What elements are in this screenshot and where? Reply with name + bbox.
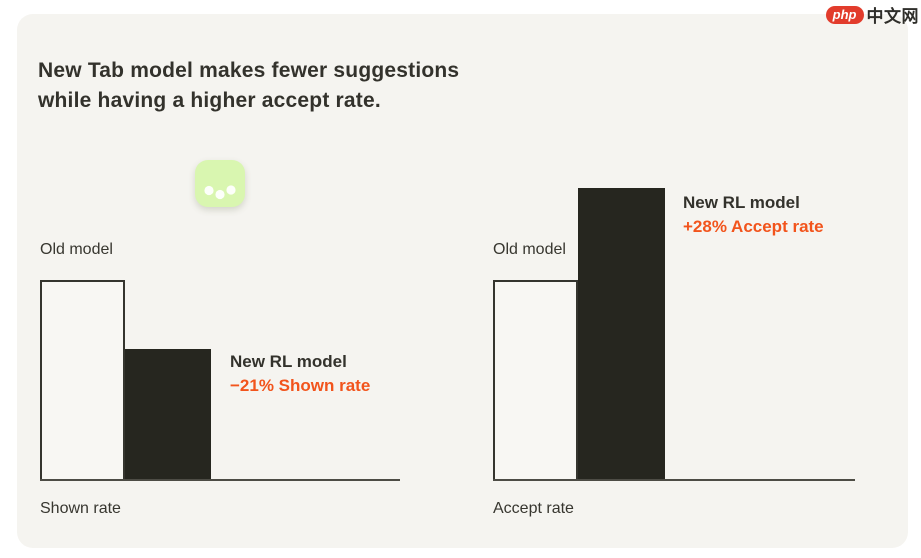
shown-annotation-delta: −21% Shown rate — [230, 376, 371, 395]
three-dots-wave-glyph — [204, 185, 236, 200]
shown-new-model-bar — [125, 349, 211, 481]
title-line-2: while having a higher accept rate. — [38, 89, 381, 112]
accept-annotation: New RL model +28% Accept rate — [683, 191, 824, 239]
accept-old-model-label: Old model — [493, 241, 566, 258]
accept-old-model-bar — [493, 280, 578, 481]
accept-annotation-delta: +28% Accept rate — [683, 217, 824, 236]
accept-new-model-bar — [578, 188, 665, 481]
shown-old-model-bar — [40, 280, 125, 481]
watermark: php 中文网 — [825, 2, 919, 27]
shown-old-model-label: Old model — [40, 241, 113, 258]
chart-card: New Tab model makes fewer suggestions wh… — [17, 14, 908, 548]
shown-axis-baseline — [40, 479, 400, 481]
accept-metric-label: Accept rate — [493, 500, 574, 517]
tab-suggestion-dots-icon — [195, 160, 245, 207]
shown-annotation-model: New RL model — [230, 352, 347, 371]
accept-axis-baseline — [493, 479, 855, 481]
card-title: New Tab model makes fewer suggestions wh… — [38, 56, 459, 116]
shown-annotation: New RL model −21% Shown rate — [230, 350, 370, 398]
watermark-site-name: 中文网 — [866, 7, 919, 26]
title-line-1: New Tab model makes fewer suggestions — [38, 59, 460, 82]
accept-annotation-model: New RL model — [683, 193, 800, 212]
shown-metric-label: Shown rate — [40, 500, 121, 517]
php-logo-badge: php — [825, 5, 864, 24]
